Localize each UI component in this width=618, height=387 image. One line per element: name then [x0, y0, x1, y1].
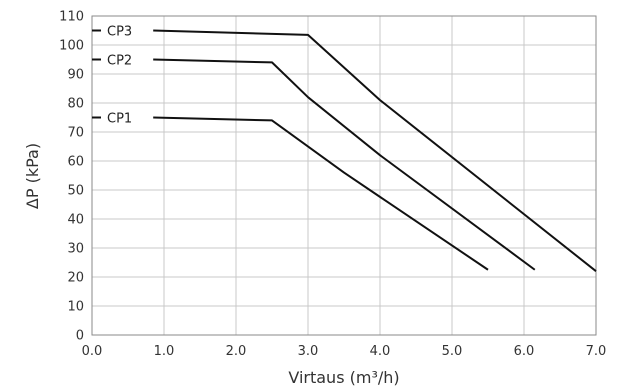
x-tick-label: 7.0	[586, 344, 607, 359]
series-line-cp1	[153, 116, 489, 271]
x-tick-label: 5.0	[442, 344, 463, 359]
x-tick-label: 6.0	[514, 344, 535, 359]
y-tick-label: 60	[67, 155, 84, 170]
x-tick-label: 3.0	[298, 344, 319, 359]
y-tick-label: 80	[67, 97, 84, 112]
y-axis-title: ΔP (kPa)	[23, 143, 42, 209]
y-tick-label: 90	[67, 68, 84, 83]
series-label-cp1: CP1	[107, 112, 132, 127]
y-tick-label: 40	[67, 213, 84, 228]
x-tick-label: 4.0	[370, 344, 391, 359]
plot-frame	[91, 15, 597, 336]
x-axis-title: Virtaus (m³/h)	[288, 368, 399, 387]
series-label-cp2: CP2	[107, 54, 132, 69]
y-tick-label: 20	[67, 271, 84, 286]
y-tick-label: 30	[67, 242, 84, 257]
x-tick-label: 2.0	[226, 344, 247, 359]
grid	[91, 15, 597, 336]
y-tick-label: 70	[67, 126, 84, 141]
y-tick-label: 10	[67, 300, 84, 315]
y-tick-label: 50	[67, 184, 84, 199]
series-label-cp3: CP3	[107, 25, 132, 40]
tick-labels: 0.0 1.0 2.0 3.0 4.0 5.0 6.0 7.0 0 10 20 30 40 50 60 70 8…	[59, 10, 606, 360]
series-lines	[92, 29, 597, 272]
series-line-cp2	[153, 58, 536, 271]
y-tick-label: 110	[59, 10, 84, 25]
y-tick-label: 0	[76, 329, 84, 344]
y-tick-label: 100	[59, 39, 84, 54]
series-line-cp3	[153, 29, 597, 272]
x-tick-label: 1.0	[154, 344, 175, 359]
series-labels: CP1 CP2 CP3	[107, 25, 132, 127]
x-tick-label: 0.0	[82, 344, 103, 359]
